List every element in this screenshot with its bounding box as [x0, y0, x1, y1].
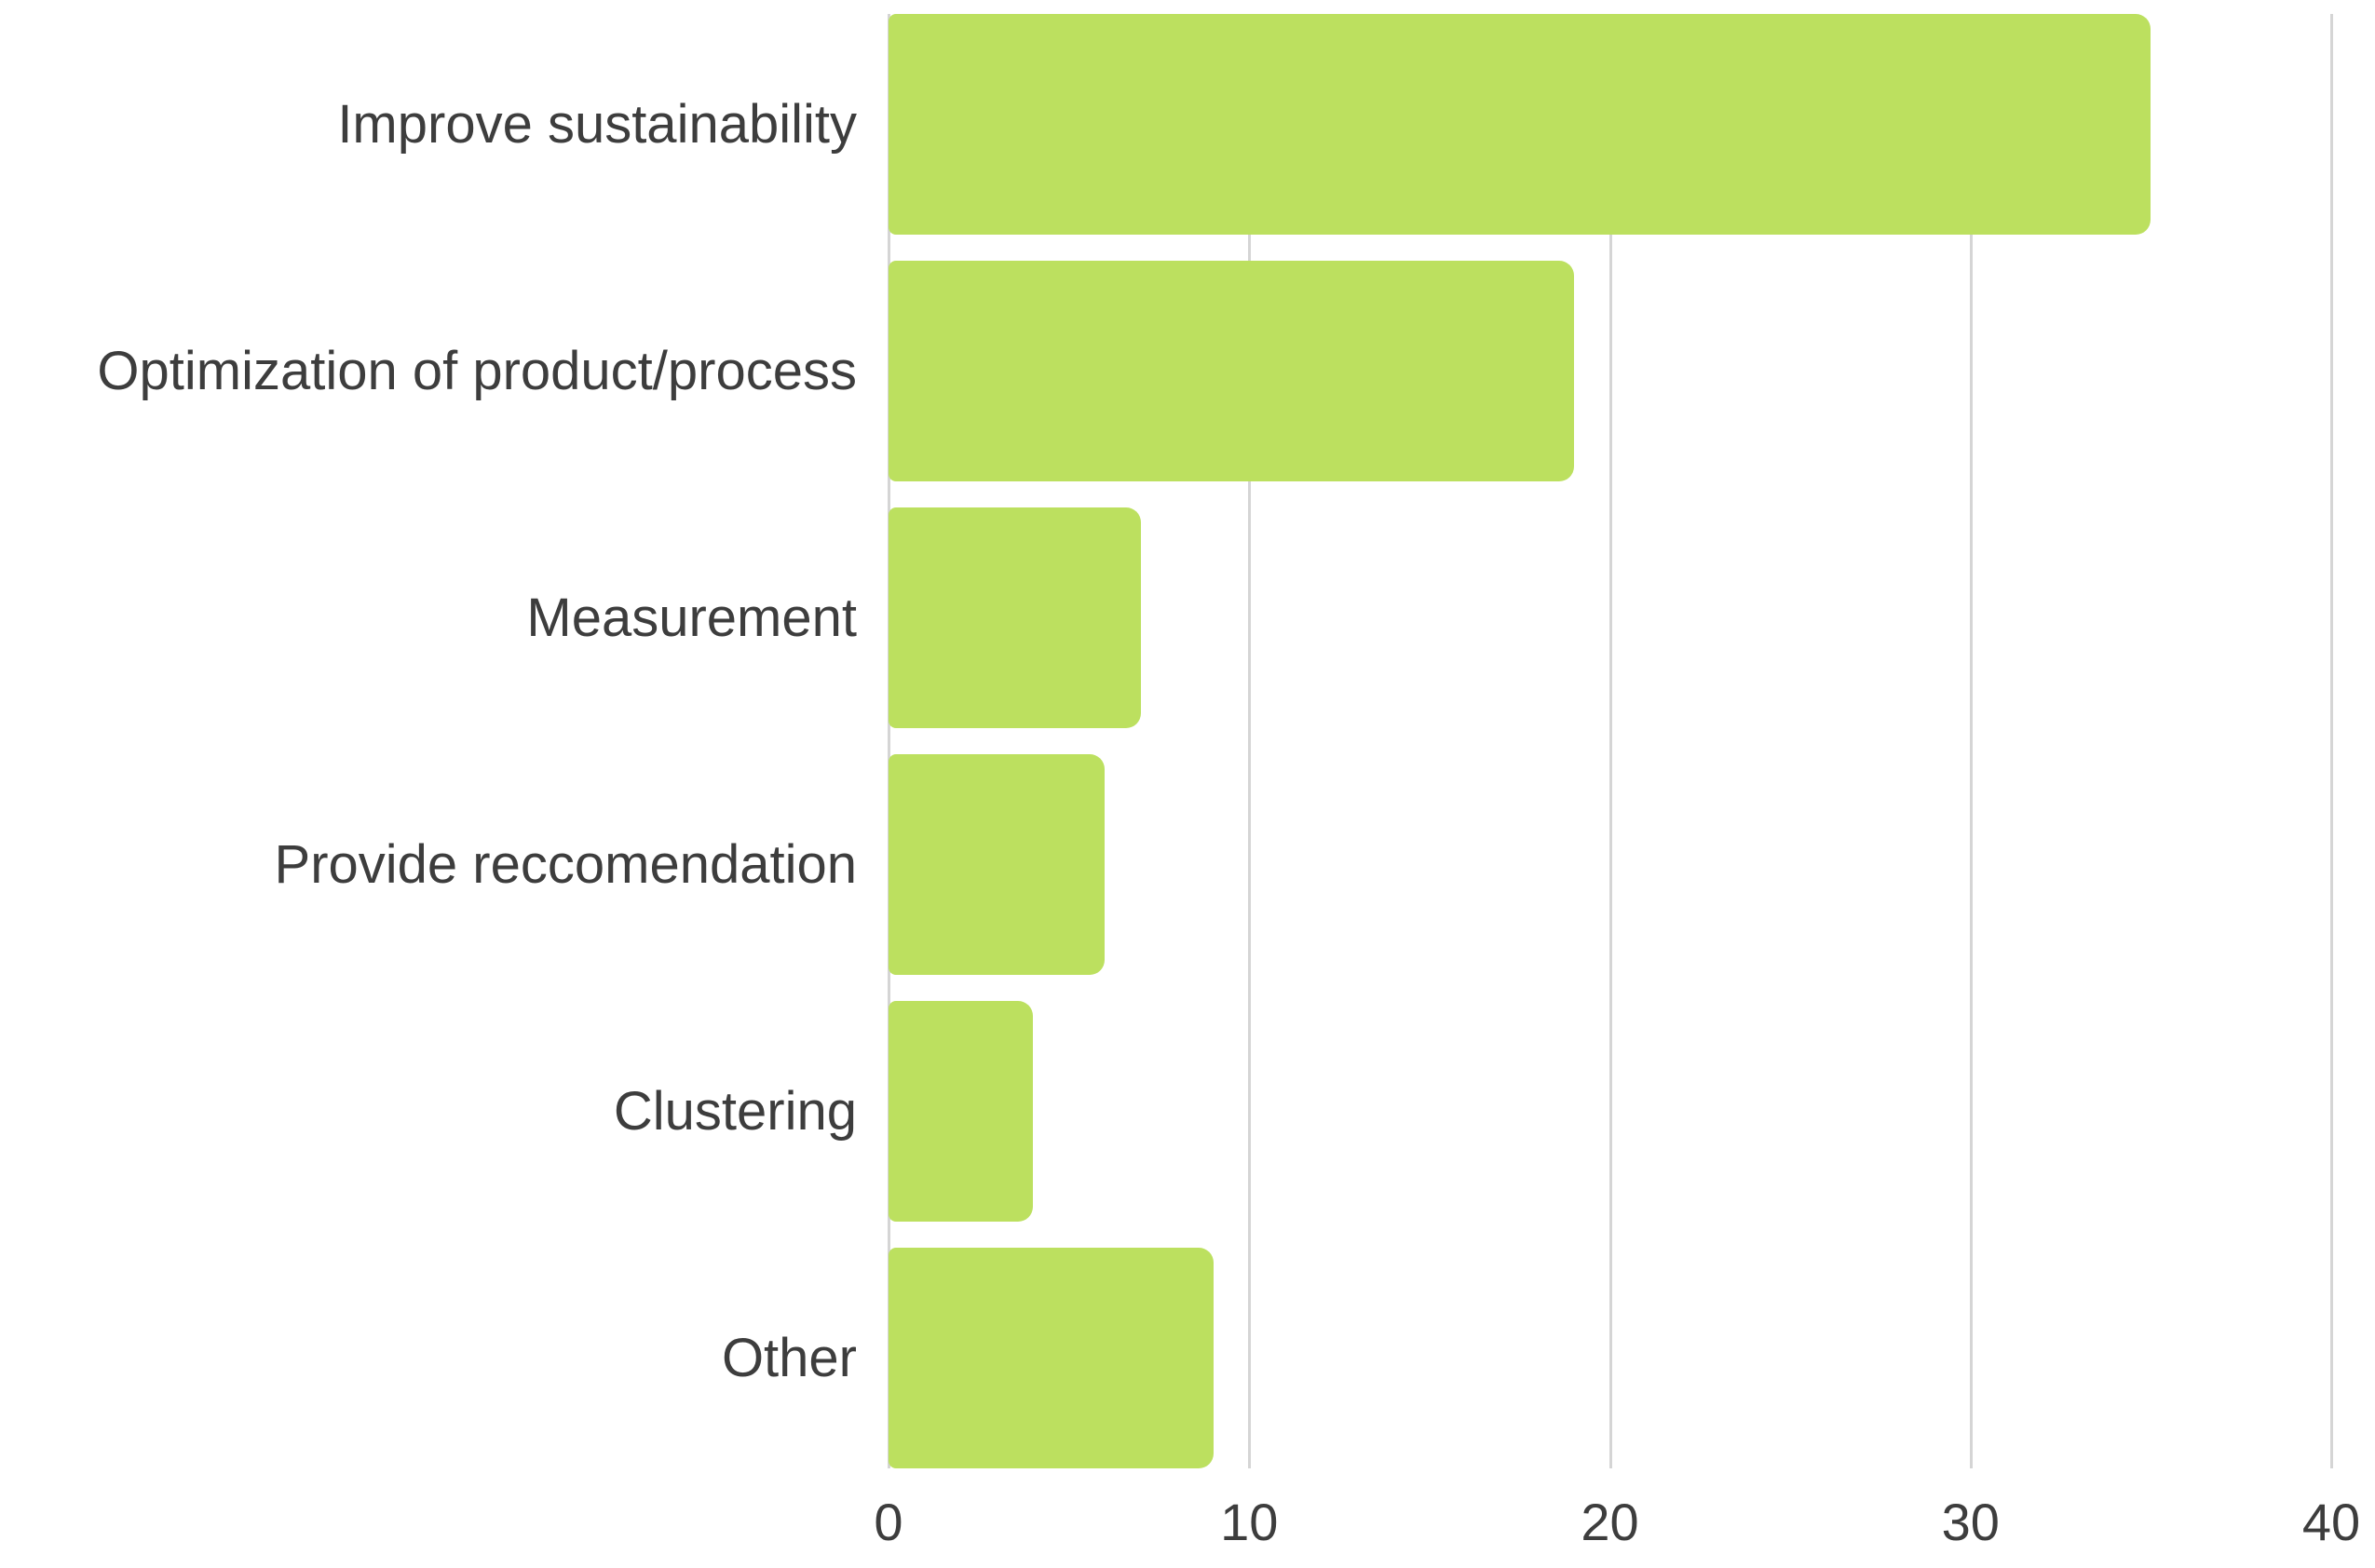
gridlines	[888, 14, 2333, 1468]
x-tick-label: 10	[1220, 1493, 1279, 1551]
x-axis: 0 10 20 30 40	[874, 1490, 2360, 1555]
plot-area	[888, 14, 2333, 1468]
bar-row	[889, 1001, 2331, 1222]
bar	[889, 1001, 1033, 1222]
bar-row	[889, 14, 2331, 235]
gridline-10	[1248, 14, 1252, 1468]
label-row: Provide reccomendation	[0, 754, 857, 975]
bar	[889, 507, 1142, 728]
gridline-20	[1608, 14, 1612, 1468]
gridline-30	[1969, 14, 1973, 1468]
gridline-0	[888, 14, 890, 1468]
category-label: Optimization of product/process	[97, 340, 857, 401]
category-labels: Improve sustainability Optimization of pr…	[0, 14, 857, 1494]
bar	[889, 1248, 1214, 1468]
x-tick-label: 30	[1941, 1493, 2000, 1551]
bar-row	[889, 261, 2331, 481]
x-tick-label: 0	[874, 1493, 903, 1551]
label-row: Optimization of product/process	[0, 261, 857, 481]
bar	[889, 261, 1574, 481]
bar-row	[889, 754, 2331, 975]
category-label: Other	[721, 1327, 857, 1388]
label-row: Other	[0, 1248, 857, 1468]
x-tick-label: 40	[2301, 1493, 2361, 1551]
bar	[889, 754, 1106, 975]
category-label: Provide reccomendation	[274, 833, 857, 895]
category-label: Measurement	[526, 587, 857, 648]
x-tick-label: 20	[1581, 1493, 1639, 1551]
label-row: Measurement	[0, 507, 857, 728]
gridline-40	[2330, 14, 2333, 1468]
label-row: Improve sustainability	[0, 14, 857, 235]
bar	[889, 14, 2151, 235]
category-label: Improve sustainability	[337, 93, 857, 155]
bars	[889, 14, 2331, 1468]
bar-row	[889, 1248, 2331, 1468]
category-label: Clustering	[613, 1080, 857, 1142]
label-row: Clustering	[0, 1001, 857, 1222]
bar-row	[889, 507, 2331, 728]
